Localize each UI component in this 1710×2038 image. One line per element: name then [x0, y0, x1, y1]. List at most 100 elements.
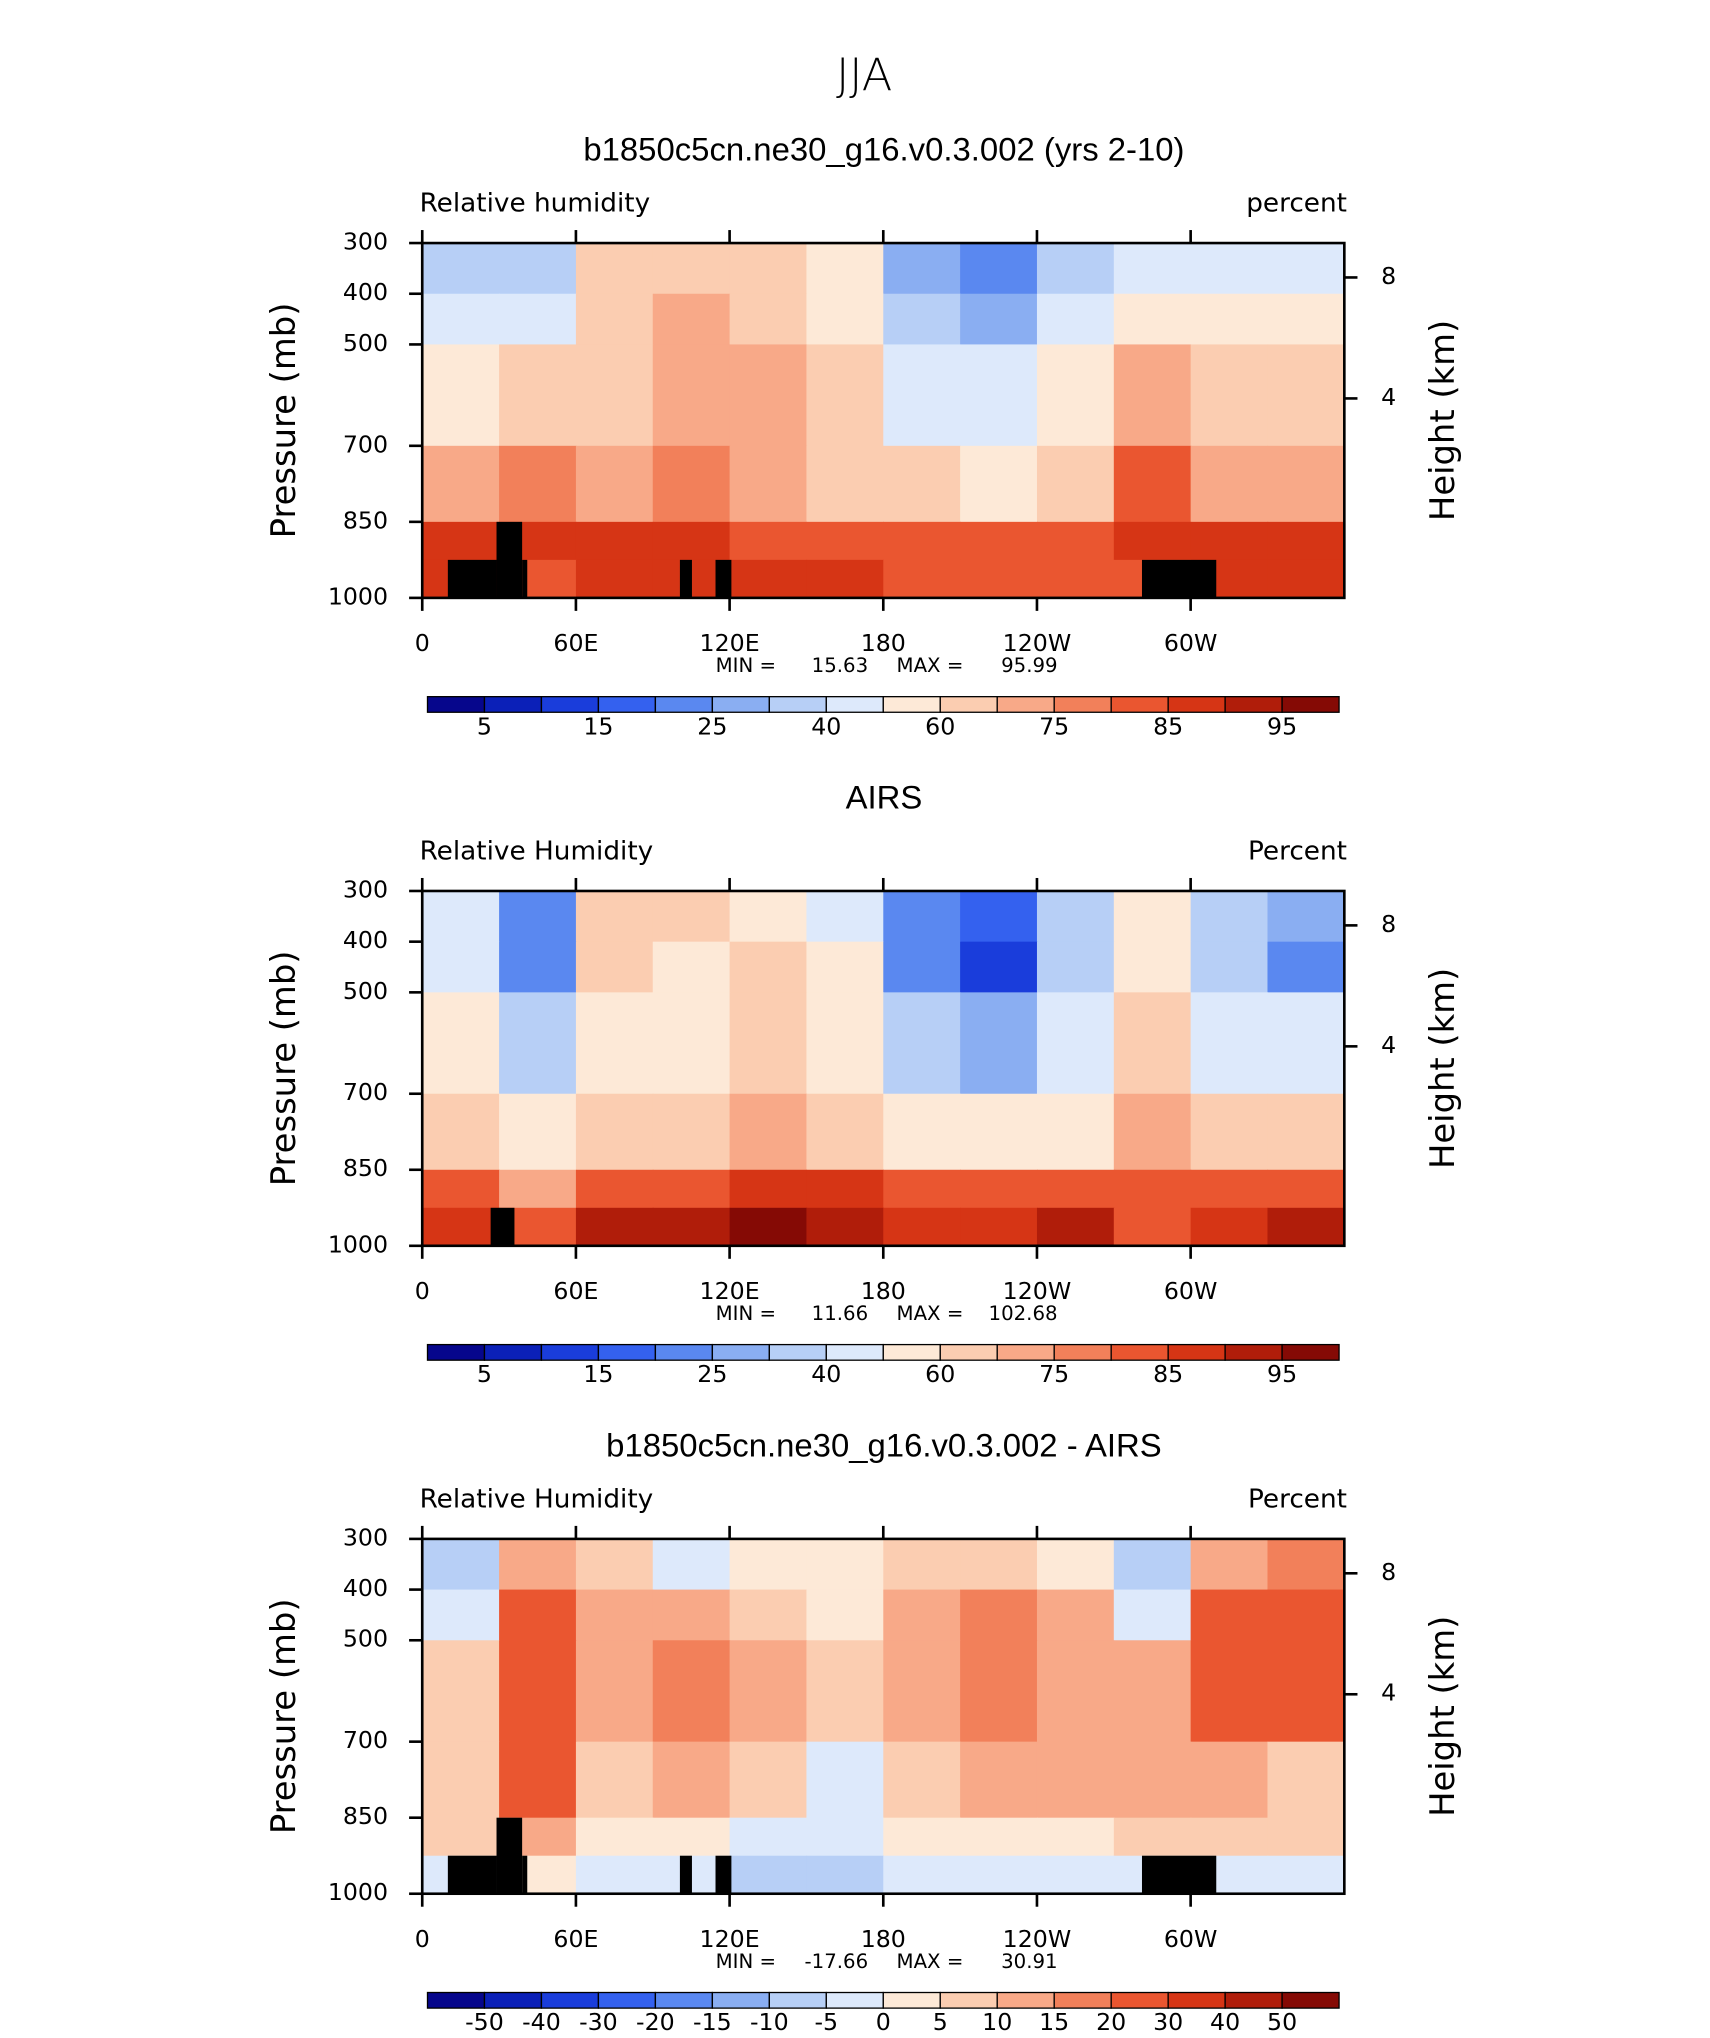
contour-cell [1190, 243, 1269, 295]
contour-cell [806, 1207, 884, 1247]
contour-cell [1036, 445, 1115, 523]
contour-cell [729, 521, 808, 561]
x-tick-label: 120W [1003, 629, 1072, 657]
colorbar-box [768, 1991, 827, 2009]
contour-cell [883, 1169, 961, 1209]
contour-cell [960, 344, 1038, 447]
contour-cell [575, 1640, 654, 1743]
colorbar-box [540, 1343, 600, 1361]
contour-cell [960, 559, 1038, 599]
colorbar-box [882, 1343, 941, 1361]
max-value: 30.91 [1001, 1950, 1057, 1973]
contour-cell [729, 1169, 808, 1209]
contour-cell [1036, 1169, 1115, 1209]
colorbar-box [483, 1991, 543, 2009]
contour-cell [1190, 890, 1269, 943]
colorbar-label: 15 [583, 712, 613, 740]
contour-cell [1190, 521, 1269, 561]
x-tick-label: 60W [1164, 1925, 1218, 1953]
contour-cell [1036, 344, 1115, 447]
contour-cell [960, 293, 1038, 346]
contour-cell [729, 1538, 808, 1591]
contour-cell [960, 1093, 1038, 1171]
contour-cell [499, 344, 577, 447]
contour-cell [960, 1741, 1038, 1819]
colorbar-box [996, 696, 1055, 713]
y-tick-label: 300 [343, 876, 388, 904]
x-tick-label: 60E [553, 1925, 598, 1953]
contour-cell [1113, 890, 1192, 943]
contour-cell [729, 445, 808, 523]
contour-cell [652, 445, 731, 523]
contour-cell [422, 1817, 500, 1857]
contour-cell [422, 1741, 500, 1819]
contour-cell [575, 1093, 654, 1171]
contour-cell [1190, 1817, 1269, 1857]
colorbar-box [825, 1991, 884, 2009]
contour-cell [960, 521, 1038, 561]
contour-cell [652, 1169, 731, 1209]
colorbar-box [654, 1991, 714, 2009]
contour-cell [1190, 992, 1269, 1095]
contour-cell [422, 1589, 500, 1641]
contour-cell [422, 1207, 500, 1247]
colorbar-box [1224, 696, 1283, 713]
colorbar-box [939, 1343, 998, 1361]
contour-cell [729, 1817, 808, 1857]
contour-cell [883, 1093, 961, 1171]
contour-cell [652, 1093, 731, 1171]
colorbar-box [597, 1343, 657, 1361]
contour-cell [652, 1640, 731, 1743]
contour-cell [1113, 1207, 1192, 1247]
x-tick-label: 180 [861, 1925, 906, 1953]
colorbar-box [768, 696, 827, 713]
contour-cell [1190, 1093, 1269, 1171]
contour-cell [575, 1855, 654, 1895]
contour-cell [499, 1169, 577, 1209]
contour-cell [1267, 1207, 1345, 1247]
land-mask [496, 1817, 523, 1894]
land-mask [1141, 1855, 1217, 1894]
contour-cell [960, 941, 1038, 994]
contour-cell [960, 1169, 1038, 1209]
contour-cell [883, 243, 961, 295]
contour-cell [1113, 1093, 1192, 1171]
contour-cell [1267, 1741, 1345, 1819]
contour-cell [1267, 992, 1345, 1095]
contour-cell [499, 243, 577, 295]
min-value: -17.66 [805, 1950, 869, 1973]
contour-cell [1113, 445, 1192, 523]
contour-cell [729, 293, 808, 346]
colorbar-label: 85 [1153, 1360, 1183, 1388]
contour-cell [883, 344, 961, 447]
contour-cell [575, 559, 654, 599]
y-tick-label: 400 [343, 926, 388, 954]
contour-cell [575, 1169, 654, 1209]
contour-cell [499, 293, 577, 346]
colorbar-box [996, 1991, 1055, 2009]
left-label: Relative humidity [420, 189, 651, 219]
contour-cell [1190, 344, 1269, 447]
colorbar-box [939, 696, 998, 713]
contour-cell [422, 1169, 500, 1209]
contour-cell [960, 1817, 1038, 1857]
colorbar-label: -10 [750, 2008, 789, 2036]
contour-cell [883, 1538, 961, 1591]
colorbar-box [882, 1991, 941, 2009]
contour-cell [806, 890, 884, 943]
contour-cell [806, 293, 884, 346]
x-tick-label: 120E [700, 1925, 760, 1953]
x-tick-label: 60W [1164, 629, 1218, 657]
x-tick-label: 120E [700, 1277, 760, 1305]
y-tick-label: 700 [343, 1726, 388, 1754]
contour-cell [575, 344, 654, 447]
contour-cell [1113, 1538, 1192, 1591]
colorbar-label: 40 [811, 1360, 841, 1388]
contour-cell [960, 1855, 1038, 1895]
contour-cell [1036, 941, 1115, 994]
contour-cell [422, 521, 500, 561]
contour-cell [422, 243, 500, 295]
contour-cell [652, 521, 731, 561]
contour-cell [1190, 1640, 1269, 1743]
